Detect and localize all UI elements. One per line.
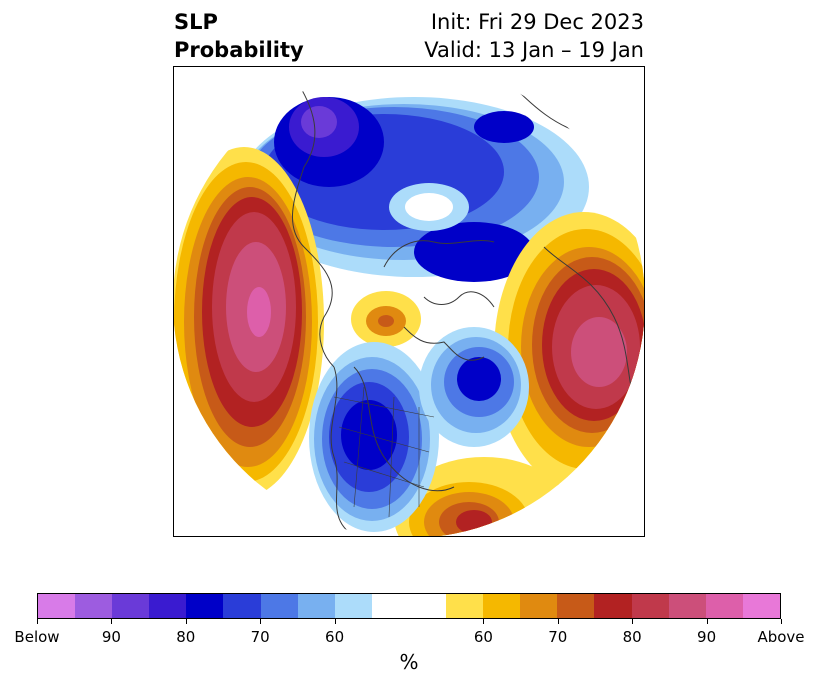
title-type: Probability bbox=[174, 38, 304, 62]
colorbar-bin-11 bbox=[446, 594, 484, 618]
colorbar-bin-10 bbox=[408, 594, 447, 618]
colorbar-unit-label: % bbox=[399, 650, 419, 674]
colorbar-bin-17 bbox=[668, 594, 706, 618]
colorbar-bin-2 bbox=[112, 594, 150, 618]
colorbar-bin-6 bbox=[260, 594, 298, 618]
colorbar-tick-label: 70 bbox=[250, 628, 270, 646]
colorbar-bin-0 bbox=[38, 594, 76, 618]
colorbar-tick-mark bbox=[781, 619, 782, 624]
title-right: Init: Fri 29 Dec 2023 Valid: 13 Jan – 19… bbox=[424, 8, 644, 64]
above-anomaly-pacific bbox=[174, 147, 324, 497]
colorbar-tick-label: 90 bbox=[697, 628, 717, 646]
map-panel bbox=[173, 66, 645, 537]
colorbar-bin-19 bbox=[742, 594, 780, 618]
colorbar-tick-label: 90 bbox=[101, 628, 121, 646]
colorbar-tick-mark bbox=[111, 619, 113, 624]
valid-range: Valid: 13 Jan – 19 Jan bbox=[424, 38, 644, 62]
title-variable: SLP bbox=[174, 10, 218, 34]
colorbar-bin-13 bbox=[520, 594, 558, 618]
colorbar-bin-7 bbox=[297, 594, 335, 618]
colorbar-bin-12 bbox=[483, 594, 521, 618]
colorbar-tick-label: 60 bbox=[473, 628, 493, 646]
colorbar-bin-14 bbox=[557, 594, 595, 618]
colorbar-tick-label: Above bbox=[757, 628, 805, 646]
colorbar-bin-4 bbox=[186, 594, 224, 618]
colorbar-bin-5 bbox=[223, 594, 261, 618]
below-anomaly-siberia bbox=[239, 97, 589, 282]
init-date: Init: Fri 29 Dec 2023 bbox=[430, 10, 644, 34]
colorbar bbox=[37, 593, 781, 619]
above-anomaly-arctic bbox=[351, 291, 421, 347]
colorbar-tick-mark bbox=[706, 619, 708, 624]
colorbar-bin-18 bbox=[705, 594, 743, 618]
colorbar-tick-mark bbox=[557, 619, 559, 624]
colorbar-tick-mark bbox=[334, 619, 336, 624]
colorbar-tick-mark bbox=[185, 619, 187, 624]
colorbar-tick-label: Below bbox=[14, 628, 60, 646]
colorbar-tick-label: 80 bbox=[176, 628, 196, 646]
colorbar-tick-mark bbox=[632, 619, 634, 624]
above-anomaly-southeast bbox=[394, 457, 574, 536]
colorbar-bin-1 bbox=[75, 594, 113, 618]
colorbar-bin-9 bbox=[371, 594, 409, 618]
colorbar-tick-label: 80 bbox=[622, 628, 642, 646]
probability-map bbox=[174, 67, 644, 536]
colorbar-bin-15 bbox=[594, 594, 632, 618]
colorbar-bin-16 bbox=[631, 594, 669, 618]
colorbar-bin-8 bbox=[334, 594, 372, 618]
below-anomaly-greenland bbox=[419, 327, 529, 447]
colorbar-tick-label: 60 bbox=[325, 628, 345, 646]
colorbar-bin-3 bbox=[149, 594, 187, 618]
colorbar-tick-label: 70 bbox=[548, 628, 568, 646]
colorbar-tick-mark bbox=[37, 619, 38, 624]
colorbar-tick-mark bbox=[483, 619, 485, 624]
colorbar-tick-mark bbox=[260, 619, 262, 624]
title-left: SLP Probability bbox=[174, 8, 304, 64]
borders bbox=[333, 386, 435, 518]
